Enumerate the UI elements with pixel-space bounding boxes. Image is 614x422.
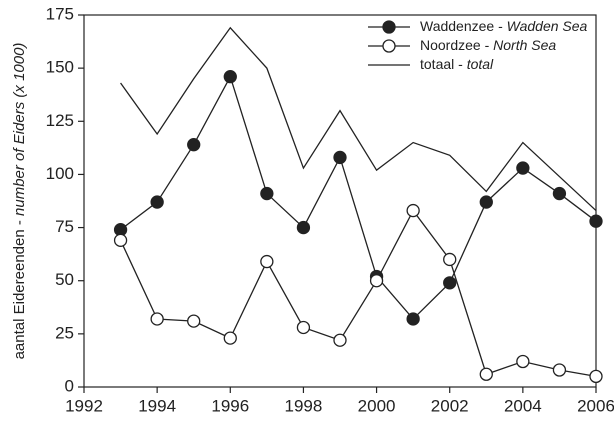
legend-marker: [382, 20, 396, 34]
x-tick-label: 1992: [65, 396, 103, 415]
x-tick-label: 2006: [577, 396, 614, 415]
point: [187, 138, 201, 152]
y-tick-label: 25: [55, 323, 74, 342]
point: [296, 320, 311, 335]
point: [443, 276, 457, 290]
x-tick-label: 1998: [285, 396, 323, 415]
point: [260, 254, 274, 269]
point: [260, 186, 274, 201]
point: [443, 252, 457, 267]
point: [589, 214, 603, 228]
y-tick-label: 0: [65, 376, 74, 395]
plot-frame: [83, 14, 597, 388]
point: [187, 314, 201, 328]
legend-marker: [382, 39, 396, 53]
legend-label: Waddenzee - Wadden Sea: [420, 18, 588, 34]
x-tick-label: 2000: [358, 396, 396, 415]
y-tick-label: 75: [55, 217, 74, 236]
y-tick-label: 50: [55, 270, 74, 289]
y-tick-label: 100: [46, 164, 74, 183]
point: [406, 203, 420, 218]
point: [223, 69, 237, 84]
point: [552, 363, 567, 377]
point: [333, 150, 347, 165]
point: [479, 195, 493, 209]
point: [296, 220, 311, 235]
y-axis-label: aantal Eidereenden - number of Eiders (x…: [11, 43, 28, 360]
y-tick-label: 150: [46, 58, 74, 77]
point: [552, 186, 567, 201]
point: [589, 369, 603, 384]
point: [369, 274, 384, 288]
y-tick-label: 125: [46, 111, 74, 130]
x-tick-label: 1994: [138, 396, 176, 415]
point: [150, 312, 164, 326]
point: [150, 195, 164, 209]
point: [516, 354, 530, 369]
point: [406, 312, 420, 326]
legend-label: totaal - total: [420, 56, 494, 72]
point: [223, 331, 237, 345]
x-tick-label: 2002: [431, 396, 469, 415]
x-tick-label: 2004: [504, 396, 542, 415]
y-tick-label: 175: [46, 4, 74, 23]
line: [120, 26, 597, 212]
point: [113, 233, 128, 247]
point: [516, 161, 530, 175]
x-tick-label: 1996: [211, 396, 249, 415]
line: [120, 74, 597, 320]
legend-label: Noordzee - North Sea: [420, 37, 556, 53]
point: [479, 367, 493, 381]
line: [119, 209, 597, 378]
point: [333, 333, 347, 347]
